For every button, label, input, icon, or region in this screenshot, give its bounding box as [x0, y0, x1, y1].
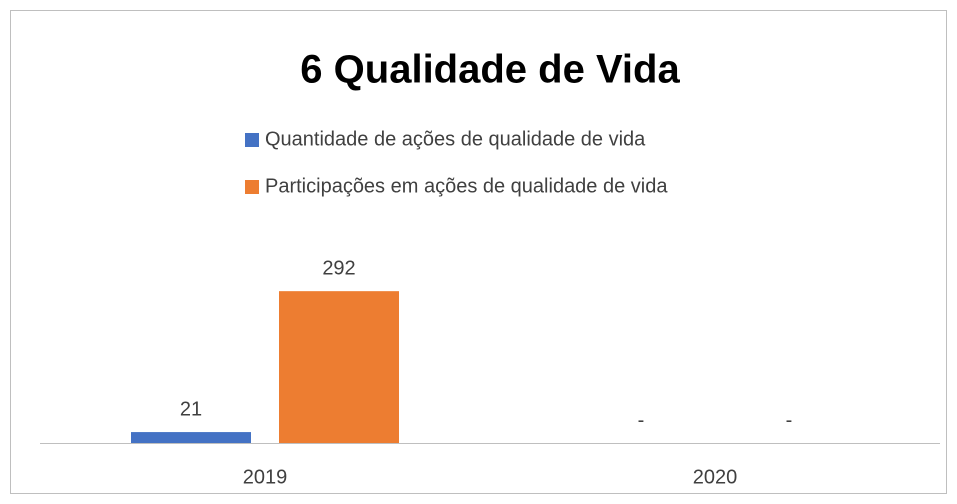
- data-label: 21: [180, 398, 202, 420]
- data-label: -: [786, 409, 793, 431]
- chart-border: [10, 10, 947, 494]
- data-label: -: [638, 409, 645, 431]
- data-label: 292: [322, 257, 355, 279]
- x-tick-label: 2020: [693, 466, 738, 488]
- bar: [279, 291, 399, 443]
- x-tick-label: 2019: [243, 466, 288, 488]
- legend-swatch: [245, 180, 259, 194]
- bar: [131, 432, 251, 443]
- chart-title: 6 Qualidade de Vida: [300, 48, 680, 92]
- legend-label: Participações em ações de qualidade de v…: [265, 175, 668, 197]
- legend-swatch: [245, 133, 259, 147]
- legend-label: Quantidade de ações de qualidade de vida: [265, 128, 646, 150]
